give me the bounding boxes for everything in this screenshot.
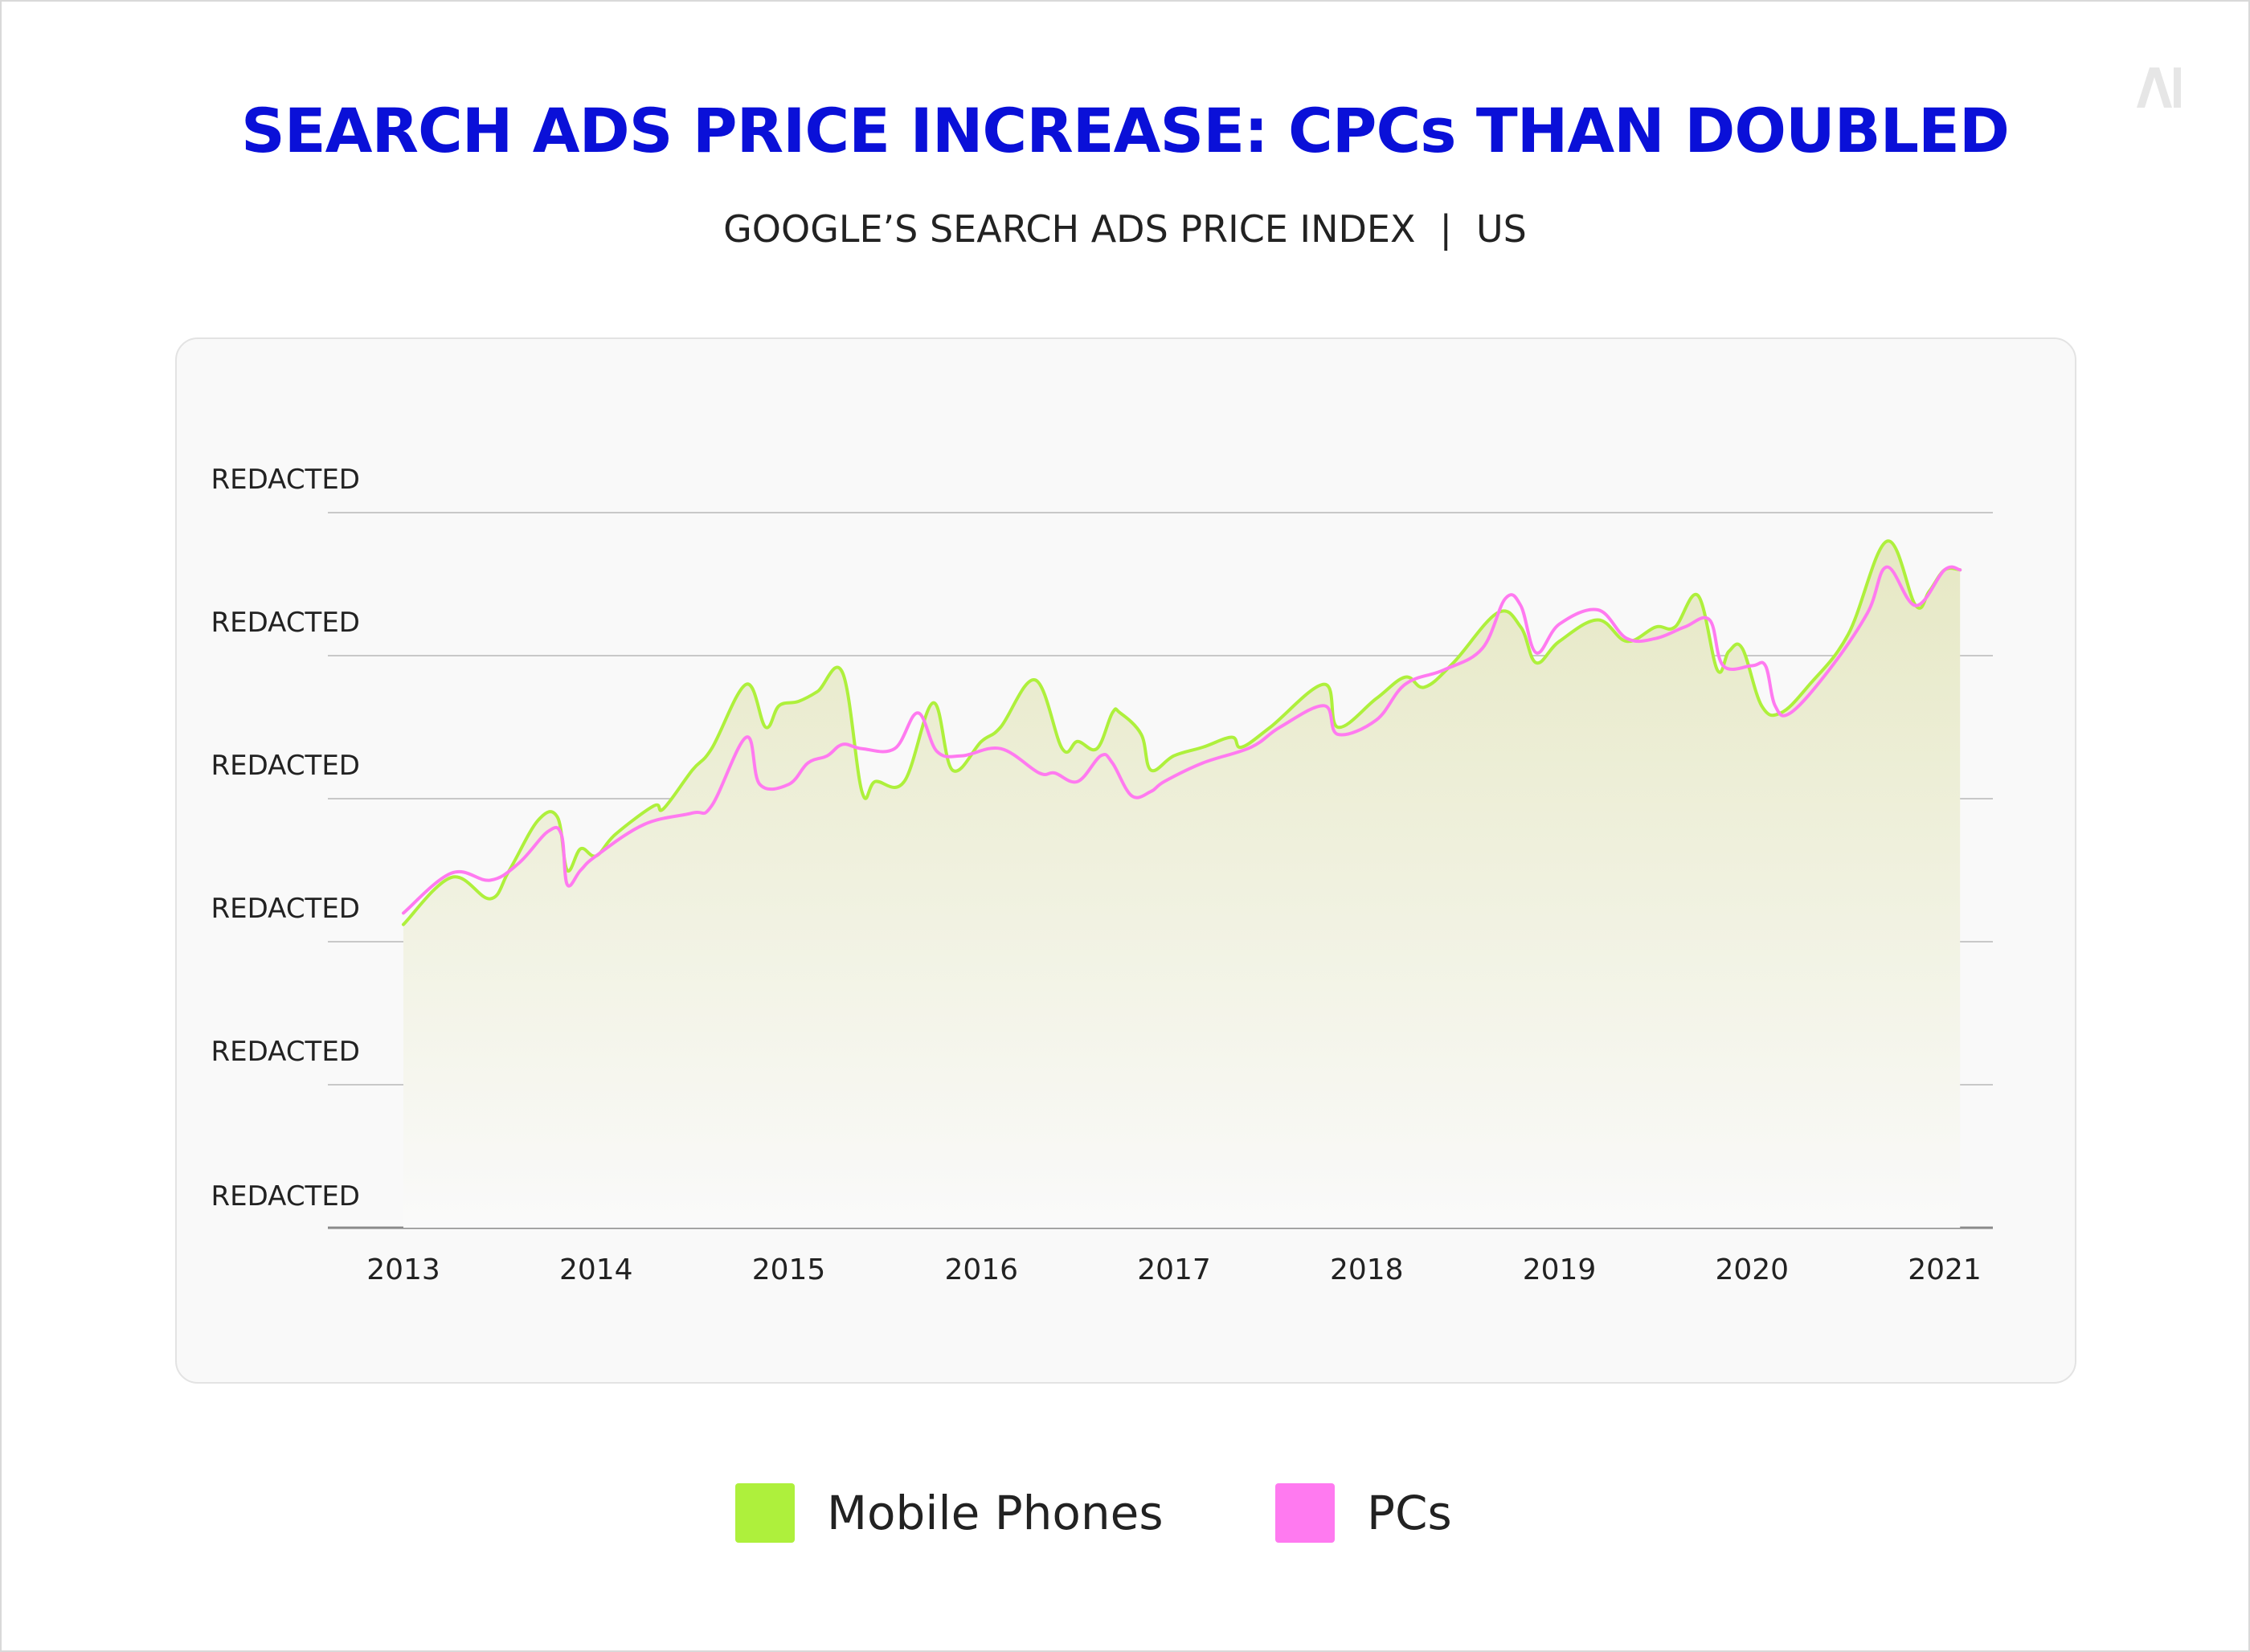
- subtitle-separator: |: [1439, 207, 1452, 251]
- legend-label-mobile-phones: Mobile Phones: [827, 1486, 1164, 1540]
- x-tick-label: 2018: [1330, 1253, 1404, 1286]
- y-tick-label: REDACTED: [211, 893, 360, 925]
- y-tick-label: REDACTED: [211, 1036, 360, 1068]
- x-tick-label: 2019: [1523, 1253, 1597, 1286]
- subtitle-index-name: GOOGLE’S SEARCH ADS PRICE INDEX: [723, 207, 1416, 251]
- series-area-mobile-phones: [403, 541, 1961, 1228]
- x-tick-label: 2014: [559, 1253, 633, 1286]
- legend-item-mobile-phones: Mobile Phones: [735, 1481, 1164, 1545]
- x-tick-label: 2015: [752, 1253, 826, 1286]
- legend-item-pcs: PCs: [1275, 1481, 1452, 1545]
- x-tick-label: 2017: [1137, 1253, 1211, 1286]
- chart-title: SEARCH ADS PRICE INCREASE: CPCs THAN DOU…: [240, 95, 2010, 166]
- legend-swatch-pcs: [1275, 1483, 1335, 1543]
- series-line-pcs: [402, 565, 1962, 915]
- y-tick-label: REDACTED: [211, 1180, 360, 1212]
- subtitle-region: US: [1475, 207, 1527, 251]
- y-tick-label: REDACTED: [211, 607, 360, 639]
- legend-label-pcs: PCs: [1367, 1486, 1452, 1540]
- y-tick-label: REDACTED: [211, 464, 360, 496]
- chart-subtitle: GOOGLE’S SEARCH ADS PRICE INDEX | US: [0, 207, 2250, 251]
- y-tick-label: REDACTED: [211, 750, 360, 782]
- x-tick-label: 2013: [366, 1253, 440, 1286]
- x-tick-label: 2020: [1715, 1253, 1789, 1286]
- x-tick-label: 2021: [1908, 1253, 1982, 1286]
- series-line-mobile-phones: [402, 539, 1962, 926]
- legend: Mobile Phones PCs: [0, 1481, 2250, 1545]
- legend-swatch-mobile-phones: [735, 1483, 795, 1543]
- x-tick-label: 2016: [944, 1253, 1018, 1286]
- brand-logo: [2137, 67, 2181, 108]
